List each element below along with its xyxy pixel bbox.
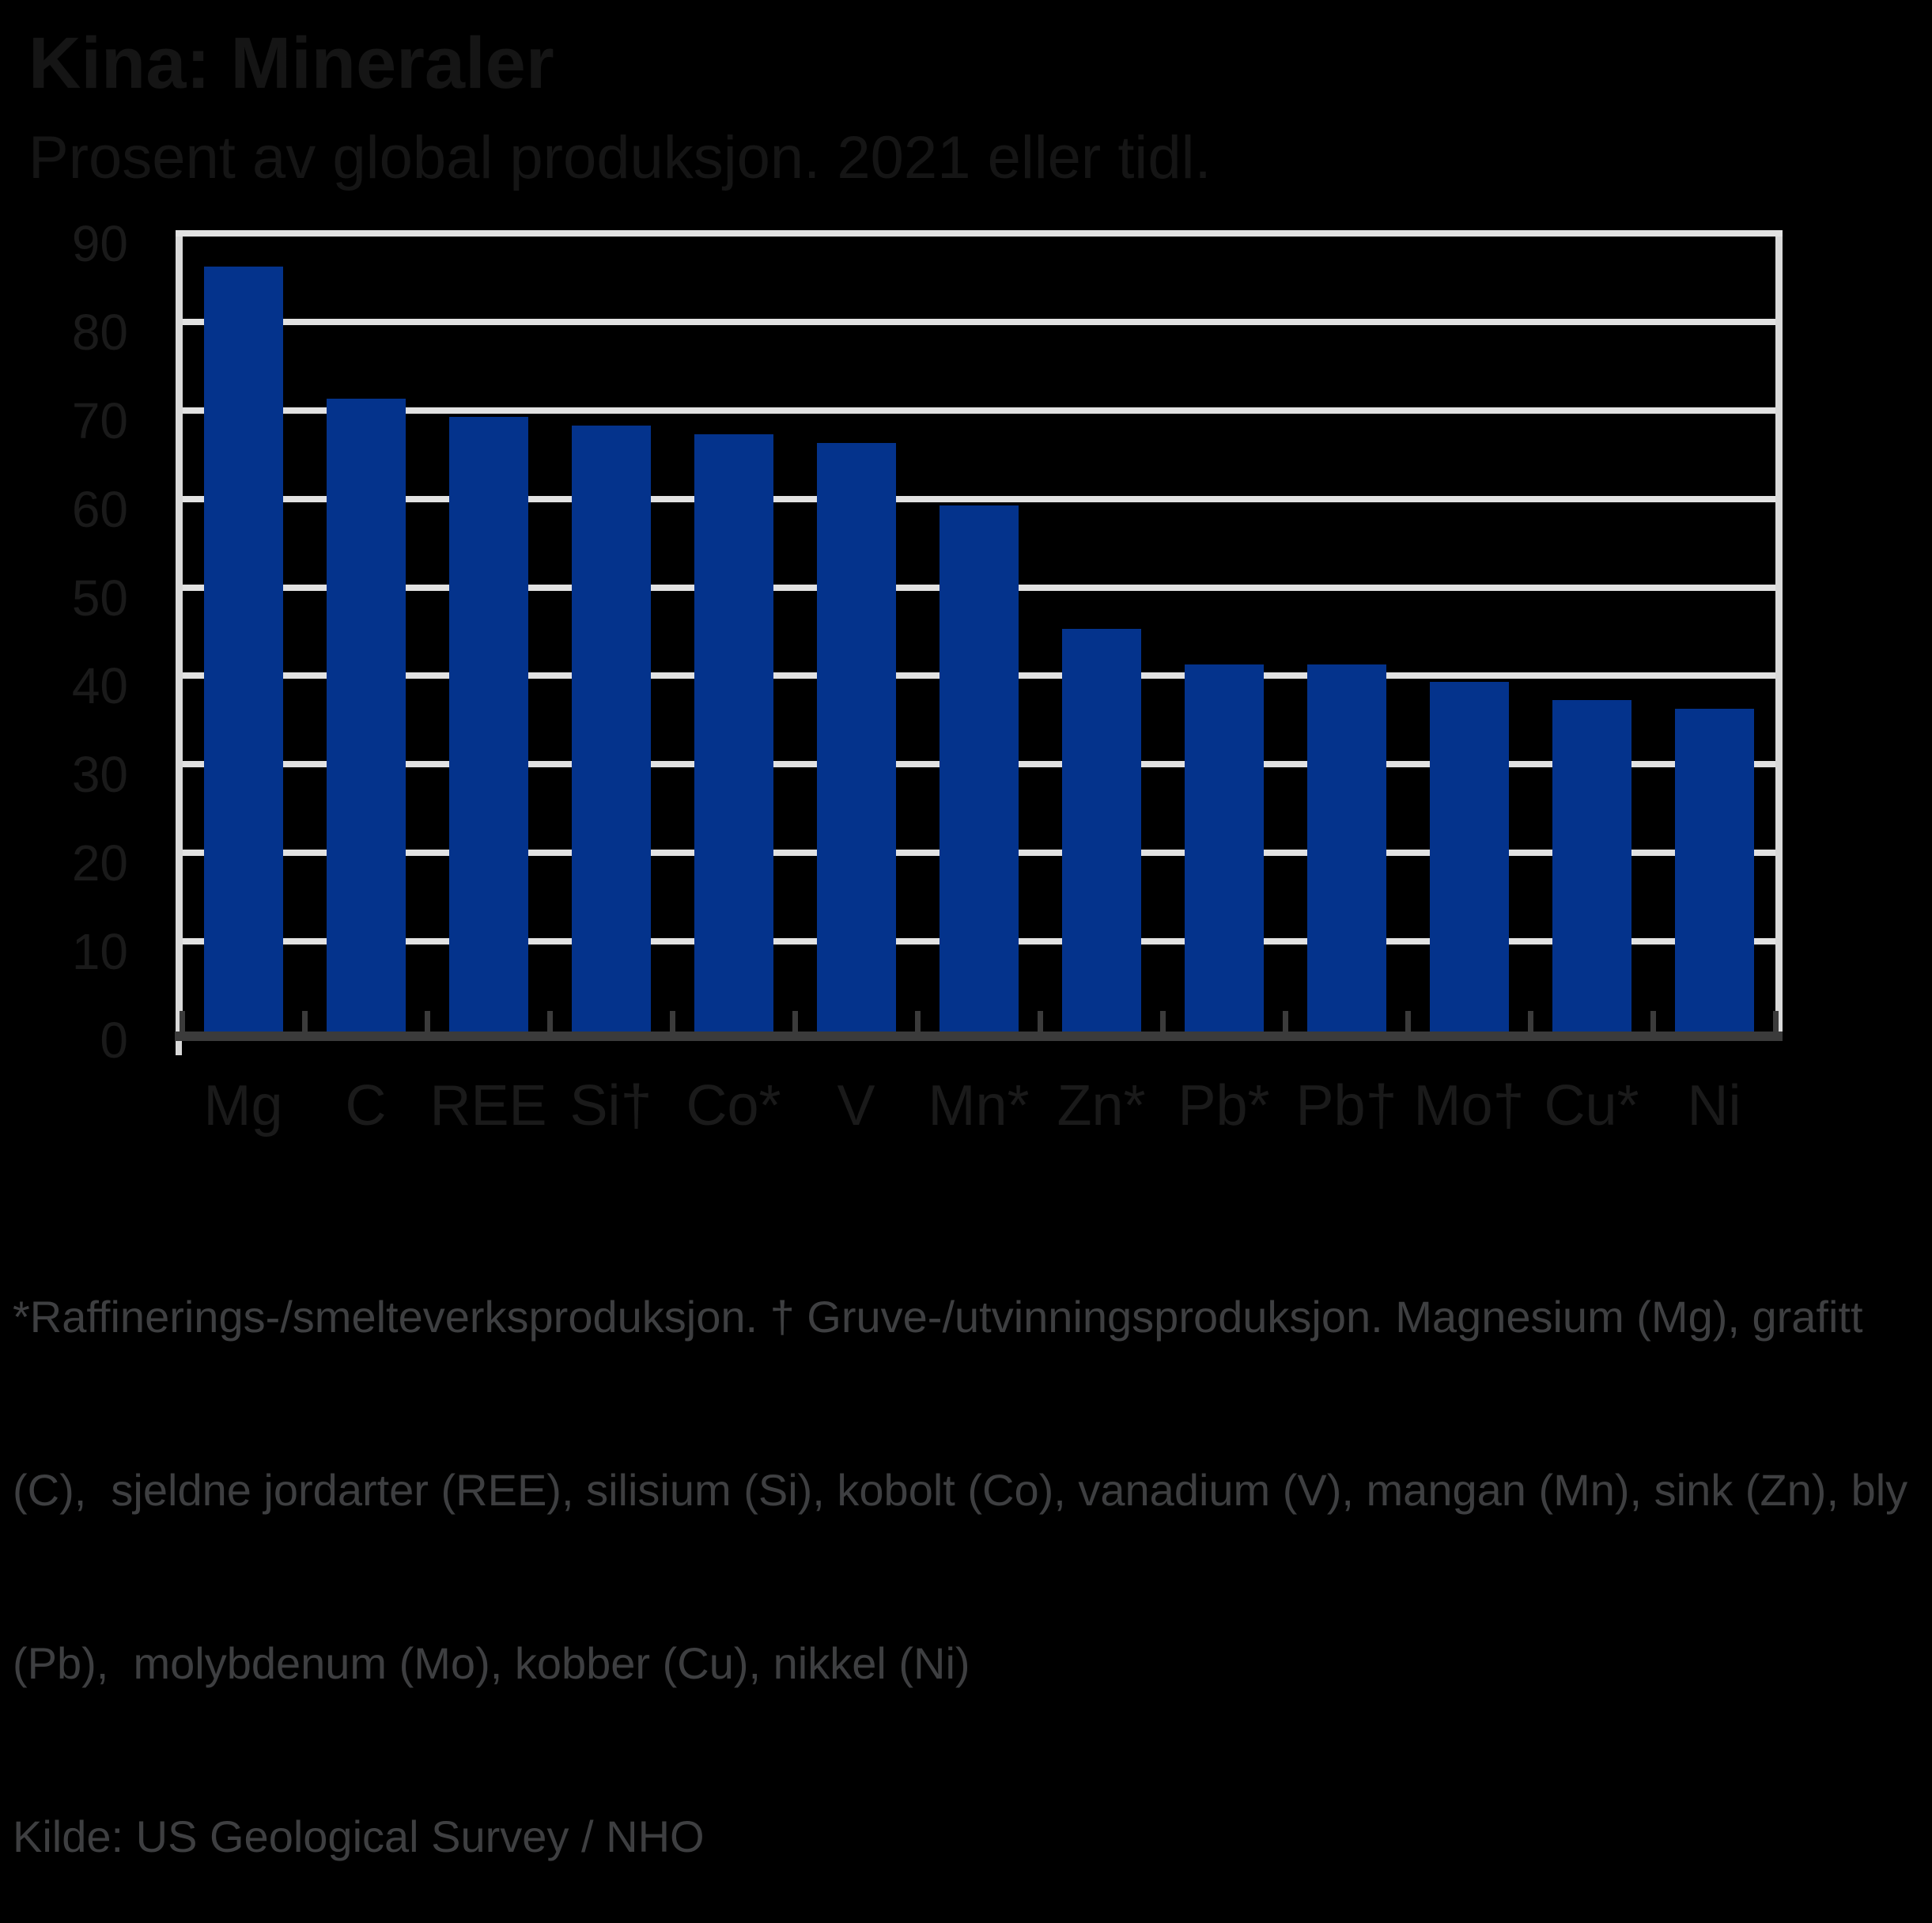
y-axis-line [176,237,183,1038]
x-tick-label-C: C [345,1074,387,1138]
x-axis-corner-stub [176,1041,182,1055]
bar-V [816,443,896,1036]
x-axis-tick [1283,1011,1288,1032]
bar-Cu* [1552,699,1631,1036]
x-axis-tick [1160,1011,1166,1032]
source-line: Kilde: US Geological Survey / NHO [13,1811,705,1861]
y-tick-label-10: 10 [71,923,128,981]
x-axis-tick [1038,1011,1043,1032]
bar-Mn* [939,505,1019,1036]
footnote-block: *Raffinerings-/smelteverksproduksjon. † … [13,1172,1932,1923]
y-tick-label-50: 50 [71,569,128,626]
y-tick-label-0: 0 [100,1012,128,1069]
x-tick-label-Pb: Pb* [1178,1074,1270,1138]
x-tick-label-Zn: Zn* [1057,1074,1146,1138]
x-axis-tick [302,1011,308,1032]
y-tick-label-40: 40 [71,657,128,715]
bar-Pb* [1184,664,1264,1036]
x-tick-label-Cu: Cu* [1544,1074,1639,1138]
plot-right-border [1775,237,1783,1038]
footnote-line-1: *Raffinerings-/smelteverksproduksjon. † … [13,1292,1863,1342]
chart-page: { "header": { "title": "Kina: Mineraler"… [13,23,1908,1861]
y-tick-label-80: 80 [71,303,128,361]
x-axis-tick [1528,1011,1533,1032]
x-tick-label-Si: Si† [569,1074,652,1138]
x-axis-tick [670,1011,675,1032]
x-tick-label-REE: REE [429,1074,547,1138]
bar-Si† [571,425,651,1036]
x-axis-tick [547,1011,553,1032]
y-tick-label-20: 20 [71,835,128,892]
bar-REE [448,416,528,1036]
gridline-80 [176,318,1783,325]
x-tick-label-Mo: Mo† [1413,1074,1525,1138]
y-tick-label-90: 90 [71,215,128,272]
chart-subtitle: Prosent av global produksjon. 2021 eller… [28,124,1212,191]
x-tick-label-Ni: Ni [1687,1074,1741,1138]
x-axis-tick [915,1011,921,1032]
bar-Mg [203,266,283,1036]
gridline-90 [176,230,1783,237]
x-tick-label-Co: Co* [686,1074,781,1138]
bar-Ni [1674,709,1754,1036]
bar-Mo† [1429,682,1509,1036]
chart-title: Kina: Mineraler [28,23,554,104]
x-axis-tick [1773,1011,1779,1032]
plot-area [176,230,1783,1036]
x-tick-label-V: V [837,1074,875,1138]
gridline-60 [176,495,1783,502]
footnote-line-3: (Pb), molybdenum (Mo), kobber (Cu), nikk… [13,1638,970,1688]
x-axis-tick [180,1011,185,1032]
x-axis-tick [1405,1011,1411,1032]
x-tick-label-Mg: Mg [203,1074,283,1138]
y-tick-label-30: 30 [71,746,128,804]
bar-C [326,399,406,1036]
x-axis-tick [792,1011,798,1032]
bar-Pb† [1306,664,1386,1036]
x-axis-tick [1650,1011,1656,1032]
x-tick-label-Mn: Mn* [928,1074,1030,1138]
gridline-70 [176,407,1783,414]
x-tick-label-Pb: Pb† [1295,1074,1397,1138]
footnote-line-2: (C), sjeldne jordarter (REE), silisium (… [13,1465,1908,1515]
x-axis-tick [425,1011,430,1032]
y-tick-label-60: 60 [71,480,128,538]
x-axis-line [175,1032,1783,1041]
bar-Zn* [1061,629,1141,1036]
bar-Co* [694,434,773,1036]
y-tick-label-70: 70 [71,392,128,449]
